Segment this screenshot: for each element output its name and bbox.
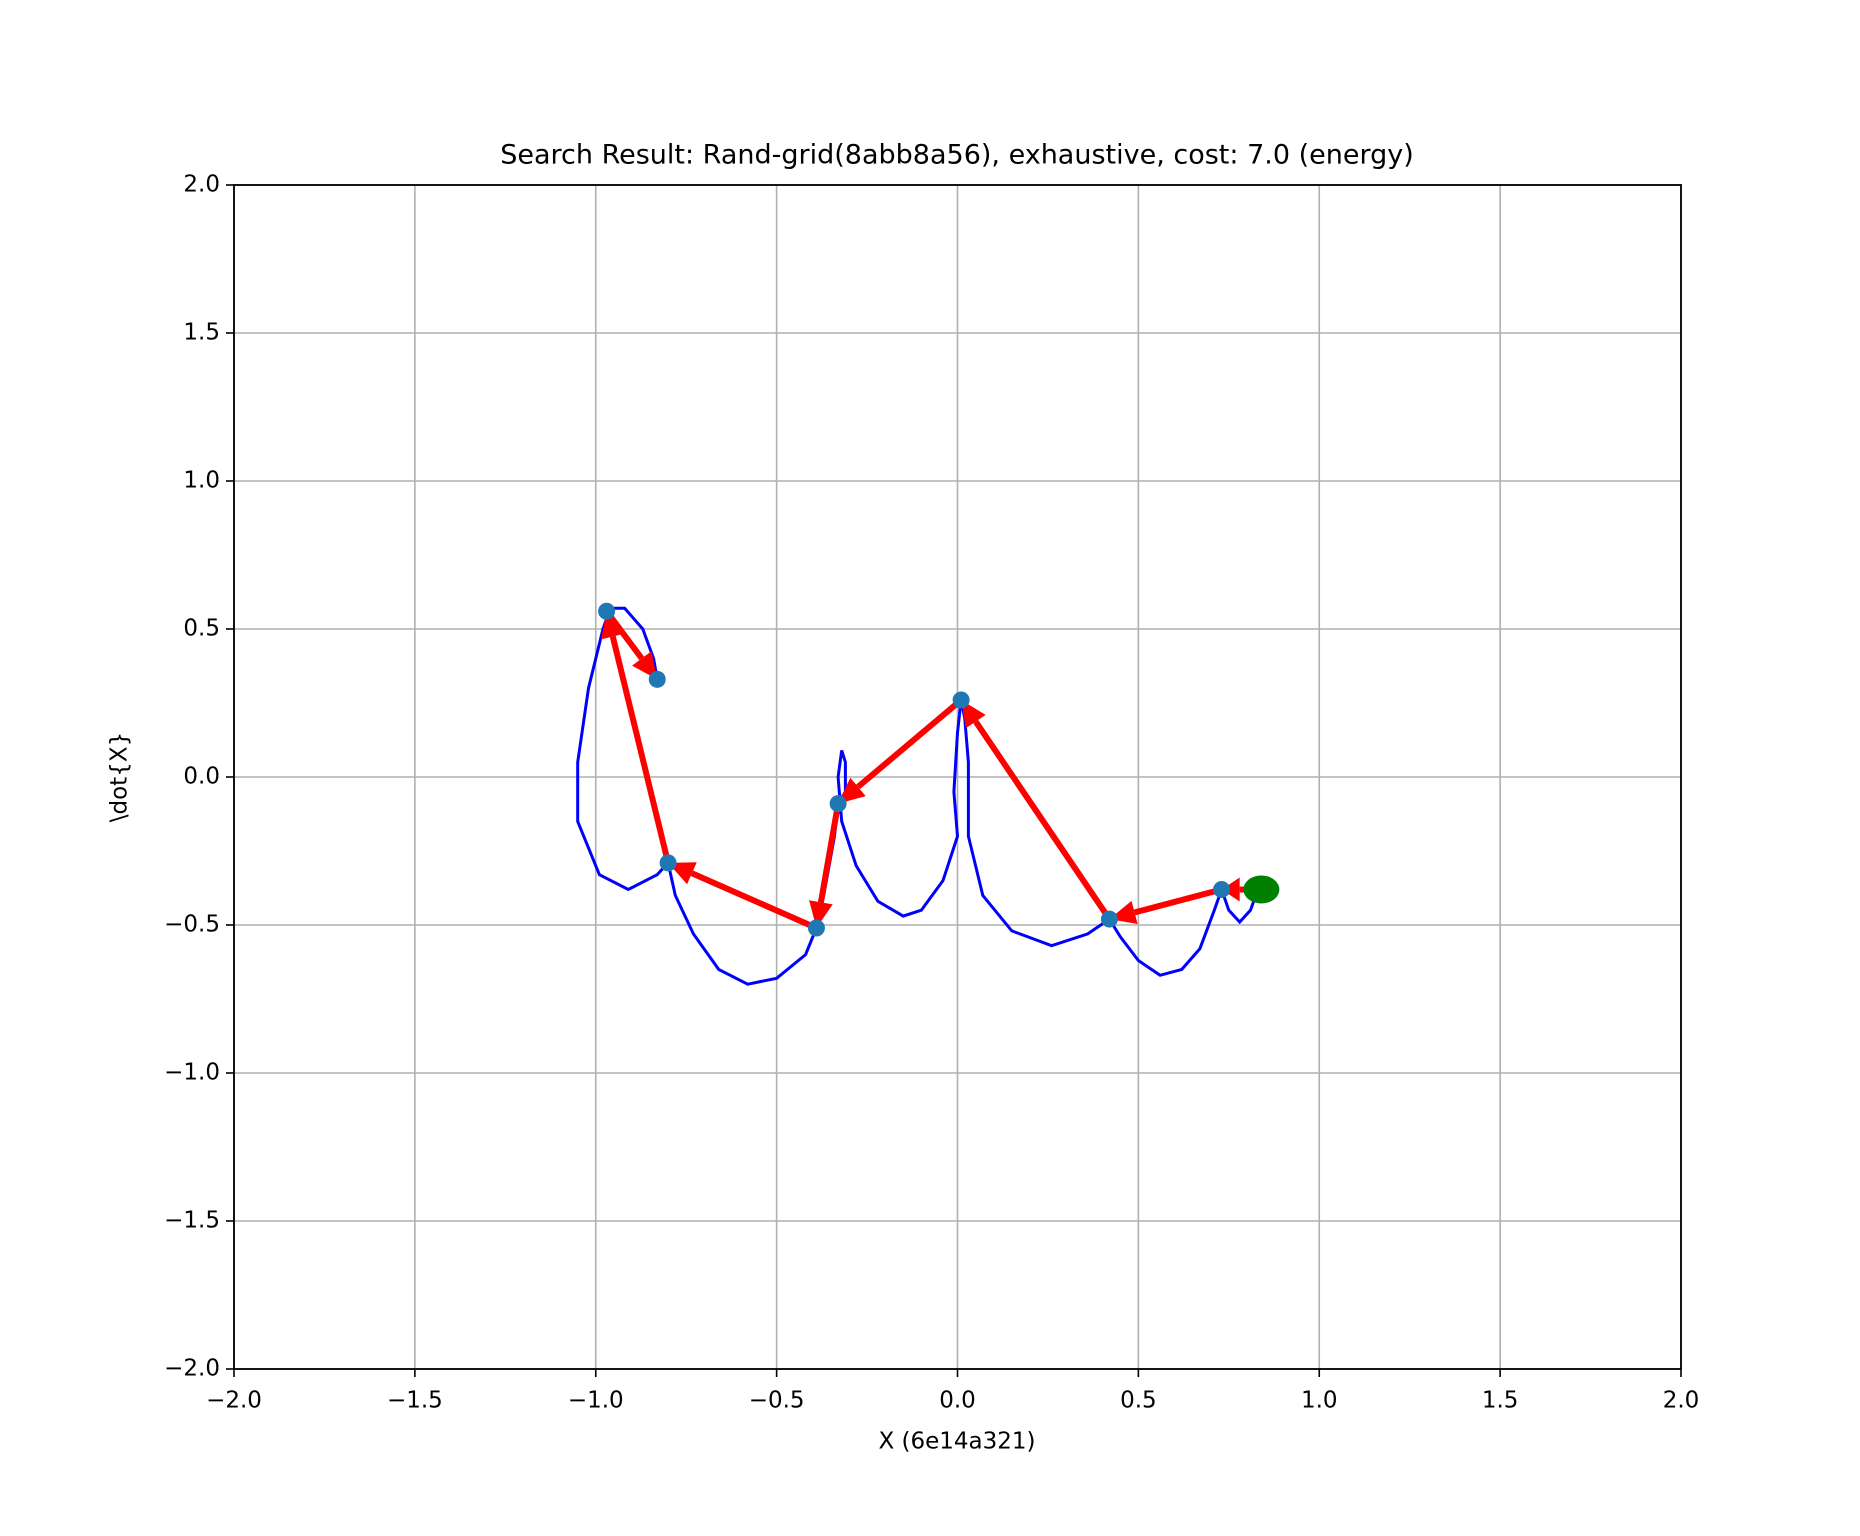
x-tick-label: 1.5: [1482, 1388, 1519, 1414]
y-tick-label: 0.5: [183, 616, 220, 642]
y-tick-label: 0.0: [183, 764, 220, 790]
arrow-shaft: [973, 719, 1112, 921]
y-axis-label: \dot{X}: [107, 732, 133, 822]
waypoint: [659, 854, 677, 872]
x-tick-label: −0.5: [749, 1388, 805, 1414]
y-tick-label: −0.5: [164, 912, 220, 938]
arrow-shaft: [609, 635, 672, 864]
arrow-shaft: [817, 803, 842, 903]
x-tick-label: 0.0: [939, 1388, 976, 1414]
arrow-shaft: [690, 870, 818, 931]
waypoint: [952, 691, 970, 709]
arrow-head: [668, 862, 697, 885]
arrow-head: [632, 651, 658, 680]
x-tick-label: −1.5: [387, 1388, 443, 1414]
x-tick-label: 0.5: [1120, 1388, 1157, 1414]
waypoint: [648, 670, 666, 688]
arrow-shaft: [856, 697, 964, 790]
arrow-head: [1221, 877, 1240, 902]
start-marker: [1243, 875, 1280, 904]
x-tick-label: −2.0: [206, 1388, 262, 1414]
y-tick-label: 1.0: [183, 468, 220, 494]
waypoint: [829, 795, 847, 813]
waypoint: [598, 602, 616, 620]
x-axis-label: X (6e14a321): [878, 1429, 1035, 1455]
arrow-head: [838, 777, 866, 804]
y-tick-label: 1.5: [183, 320, 220, 346]
plot-frame: [233, 184, 1682, 1370]
x-tick-label: −1.0: [568, 1388, 624, 1414]
y-tick-label: 2.0: [183, 172, 220, 198]
arrow-shaft: [1133, 886, 1223, 916]
x-tick-label: 1.0: [1301, 1388, 1338, 1414]
chart-title: Search Result: Rand-grid(8abb8a56), exha…: [500, 140, 1414, 171]
arrow-shaft: [604, 609, 645, 661]
waypoint: [807, 919, 825, 937]
y-tick-label: −2.0: [164, 1356, 220, 1382]
waypoint: [1100, 910, 1118, 928]
trajectory-line: [576, 606, 1260, 986]
x-tick-label: 2.0: [1663, 1388, 1700, 1414]
y-tick-label: −1.5: [164, 1208, 220, 1234]
y-tick-label: −1.0: [164, 1060, 220, 1086]
arrow-head: [961, 700, 986, 729]
waypoint: [1213, 880, 1231, 898]
